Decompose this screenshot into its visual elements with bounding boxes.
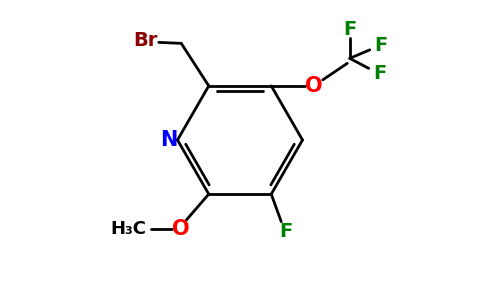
- Text: N: N: [160, 130, 177, 150]
- Text: F: F: [280, 222, 293, 241]
- Text: O: O: [172, 219, 190, 239]
- Text: F: F: [374, 36, 387, 56]
- Text: F: F: [373, 64, 386, 83]
- Text: O: O: [305, 76, 322, 96]
- Text: Br: Br: [133, 32, 157, 50]
- Text: F: F: [343, 20, 356, 39]
- Text: H₃C: H₃C: [111, 220, 147, 238]
